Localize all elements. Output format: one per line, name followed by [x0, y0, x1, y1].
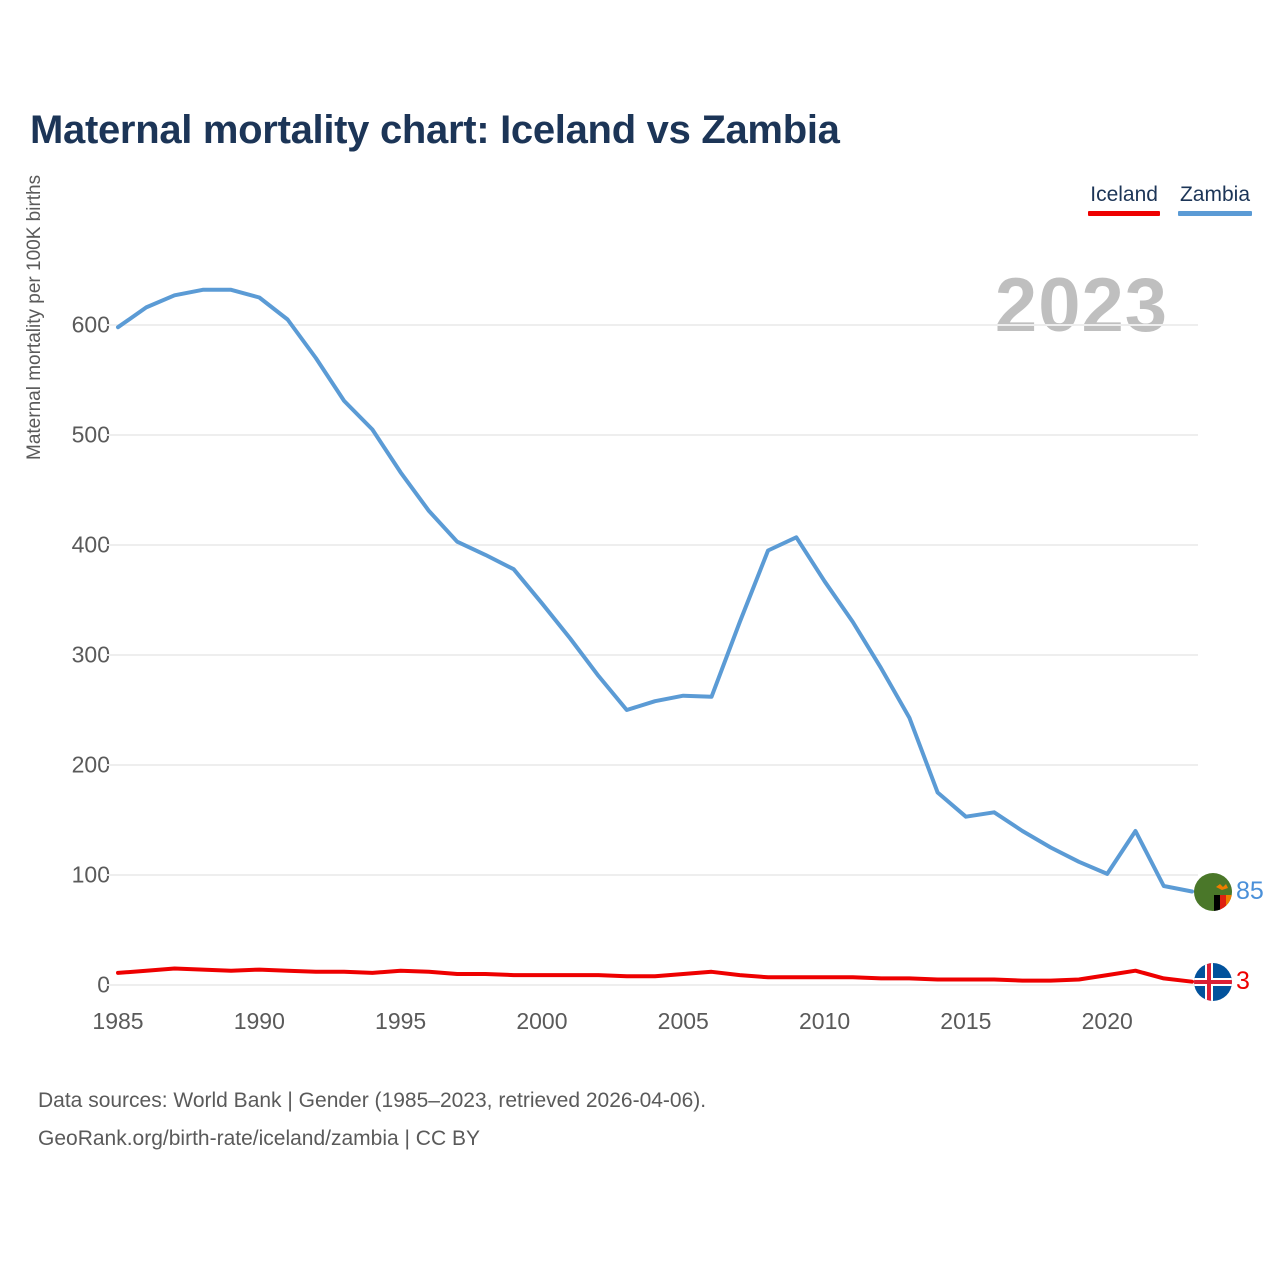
legend-label-iceland: Iceland	[1090, 183, 1158, 206]
legend: Iceland Zambia	[1088, 182, 1252, 216]
year-watermark: 2023	[994, 263, 1168, 348]
x-tick-label: 2020	[1081, 1008, 1133, 1034]
y-tick-label: 600	[71, 311, 110, 338]
legend-item-iceland[interactable]: Iceland	[1088, 182, 1160, 216]
end-marker-iceland: 3	[1194, 962, 1250, 1001]
y-tick-label: 300	[71, 641, 110, 668]
y-axis-ticks: 0 100 200 300 400 500 600	[38, 0, 110, 1280]
x-tick-label: 2005	[657, 1008, 709, 1034]
y-tick-label: 0	[97, 971, 110, 998]
x-tick-label: 1985	[92, 1008, 144, 1034]
x-tick-label: 2010	[798, 1008, 851, 1034]
iceland-flag-icon	[1194, 962, 1232, 1001]
legend-item-zambia[interactable]: Zambia	[1177, 182, 1252, 216]
x-axis-ticks: 1985 1990 1995 2000 2005 2010 2015 2020	[0, 1008, 1280, 1048]
zambia-flag-icon	[1194, 872, 1232, 911]
y-tick-label: 200	[71, 751, 110, 778]
footer-line-attribution: GeoRank.org/birth-rate/iceland/zambia | …	[38, 1127, 480, 1150]
y-tick-label: 500	[71, 421, 110, 448]
end-value-zambia: 85	[1236, 877, 1264, 905]
series-line-iceland	[116, 966, 1194, 984]
end-value-iceland: 3	[1236, 967, 1250, 996]
legend-swatch-zambia	[1177, 211, 1252, 216]
x-tick-label: 1990	[233, 1008, 285, 1034]
x-tick-label: 1995	[375, 1008, 427, 1034]
footer-line-sources: Data sources: World Bank | Gender (1985–…	[38, 1089, 707, 1112]
end-marker-zambia: 85	[1194, 872, 1264, 911]
y-tick-label: 100	[71, 861, 110, 888]
legend-swatch-iceland	[1088, 211, 1160, 216]
y-tick-label: 400	[71, 531, 110, 558]
page-title: Maternal mortality chart: Iceland vs Zam…	[30, 108, 840, 152]
series-line-zambia	[116, 287, 1194, 894]
x-tick-label: 2015	[940, 1008, 992, 1034]
x-tick-label: 2000	[516, 1008, 568, 1034]
footer: Data sources: World Bank | Gender (1985–…	[38, 1082, 706, 1158]
legend-label-zambia: Zambia	[1179, 183, 1250, 206]
